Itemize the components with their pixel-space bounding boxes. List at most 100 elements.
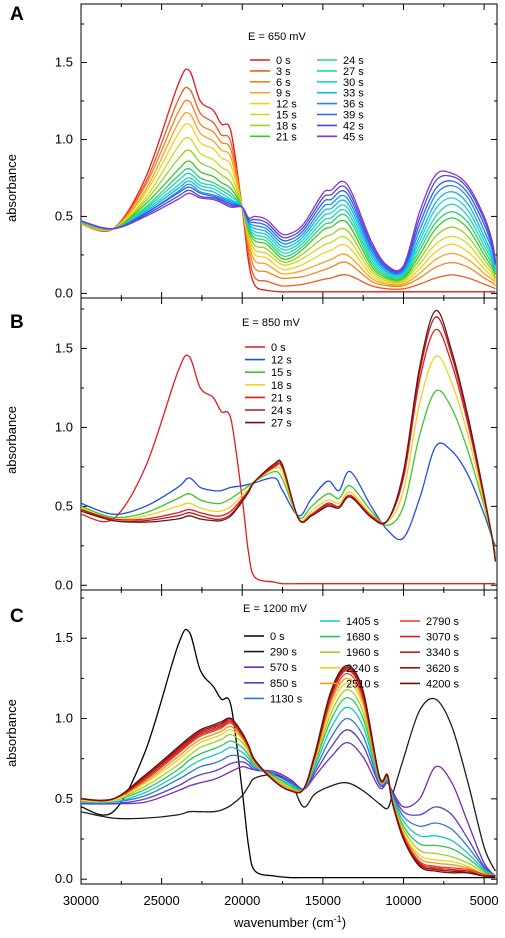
legend-entry: 1130 s bbox=[270, 693, 303, 705]
x-tick-label: 5000 bbox=[470, 893, 499, 908]
legend-entry: 33 s bbox=[343, 88, 364, 100]
legend-entry: 15 s bbox=[276, 110, 297, 122]
series-line-24s bbox=[81, 168, 497, 280]
legend-entry: 42 s bbox=[343, 120, 364, 132]
legend-entry: 9 s bbox=[276, 88, 291, 100]
panel-label: B bbox=[10, 312, 24, 333]
legend-entry: 1960 s bbox=[346, 647, 380, 659]
legend-entry: 2240 s bbox=[346, 663, 380, 675]
legend-entry: 27 s bbox=[343, 66, 364, 78]
legend-entry: 4200 s bbox=[426, 678, 460, 690]
series-line-1130s bbox=[81, 717, 496, 877]
series-line-6s bbox=[81, 99, 496, 288]
legend-entry: 1680 s bbox=[346, 632, 380, 644]
series-line-12s bbox=[81, 442, 497, 547]
series-line-15s bbox=[81, 389, 497, 554]
series-line-3s bbox=[81, 86, 496, 290]
potential-annotation: E = 850 mV bbox=[242, 317, 300, 329]
series-line-12s bbox=[81, 122, 496, 285]
series-line-39s bbox=[81, 180, 497, 274]
legend: 0 s12 s15 s18 s21 s24 s27 s bbox=[245, 342, 292, 430]
legend-entry: 24 s bbox=[271, 405, 292, 417]
y-tick-label: 1.5 bbox=[55, 54, 73, 69]
series-line-27s bbox=[81, 309, 497, 562]
legend-entry: 3070 s bbox=[426, 632, 460, 644]
series-line-570s bbox=[81, 741, 496, 877]
legend-entry: 570 s bbox=[270, 662, 297, 674]
legend: 0 s3 s6 s9 s12 s15 s18 s21 s 24 s27 s30 s… bbox=[250, 55, 364, 143]
series-line-0s bbox=[81, 68, 496, 293]
y-tick-label: 0.5 bbox=[55, 208, 73, 223]
legend-entry: 15 s bbox=[271, 367, 292, 379]
legend-entry: 3340 s bbox=[426, 647, 460, 659]
series-line-0s bbox=[81, 628, 496, 879]
y-tick-label: 1.0 bbox=[55, 131, 73, 146]
potential-annotation: E = 1200 mV bbox=[243, 603, 308, 615]
series-line-27s bbox=[81, 172, 497, 279]
legend-entry: 2790 s bbox=[426, 616, 460, 628]
legend-entry: 850 s bbox=[270, 678, 297, 690]
plot-frame bbox=[80, 3, 498, 299]
series-line-42s bbox=[81, 174, 497, 273]
series-line-15s bbox=[81, 136, 496, 284]
x-tick-label: 30000 bbox=[63, 893, 99, 908]
y-axis-label: absorbance bbox=[4, 406, 19, 474]
legend-entry: 0 s bbox=[271, 342, 286, 354]
panel-b: 0.0 0.5 1.0 1.5 absorbance B E = 850 mV 0 s12 s… bbox=[4, 297, 498, 592]
series-group bbox=[81, 628, 496, 879]
legend-entry: 18 s bbox=[271, 380, 292, 392]
y-tick-label: 1.5 bbox=[55, 341, 73, 356]
panel-label: A bbox=[10, 4, 24, 25]
legend-entry: 36 s bbox=[343, 99, 364, 111]
legend: 0 s 290 s 570 s 850 s 1130 s 1405 s 1680 s 1960… bbox=[244, 616, 460, 705]
legend-entry: 12 s bbox=[276, 99, 297, 111]
panel-label: C bbox=[10, 606, 24, 627]
y-axis-label: absorbance bbox=[4, 154, 19, 222]
series-group bbox=[81, 68, 497, 293]
legend-entry: 39 s bbox=[343, 110, 364, 122]
y-tick-label: 0.5 bbox=[55, 498, 73, 513]
legend-entry: 0 s bbox=[276, 55, 291, 67]
y-tick-label: 0.5 bbox=[55, 791, 73, 806]
y-axis-label: absorbance bbox=[4, 699, 19, 767]
series-line-30s bbox=[81, 177, 497, 278]
legend-entry: 21 s bbox=[271, 392, 292, 404]
legend-entry: 3 s bbox=[276, 66, 291, 78]
x-tick-label: 10000 bbox=[385, 893, 421, 908]
legend-entry: 2510 s bbox=[346, 678, 380, 690]
series-line-290s bbox=[81, 697, 496, 872]
potential-annotation: E = 650 mV bbox=[248, 31, 306, 43]
series-line-1405s bbox=[81, 706, 496, 877]
y-tick-label: 0.0 bbox=[55, 577, 73, 592]
series-line-9s bbox=[81, 111, 496, 286]
plot-frame bbox=[80, 589, 498, 885]
legend-entry: 290 s bbox=[270, 647, 297, 659]
y-tick-label: 0.0 bbox=[55, 871, 73, 886]
legend-entry: 3620 s bbox=[426, 663, 460, 675]
legend-entry: 18 s bbox=[276, 120, 297, 132]
panel-c: 0.0 0.5 1.0 1.5 absorbance C E = 1200 mV 0 s 290… bbox=[4, 589, 498, 886]
y-tick-label: 0.0 bbox=[55, 285, 73, 300]
y-tick-label: 1.0 bbox=[55, 419, 73, 434]
series-line-45s bbox=[81, 170, 497, 272]
legend-entry: 21 s bbox=[276, 131, 297, 143]
y-tick-label: 1.0 bbox=[55, 711, 73, 726]
x-axis-label: wavenumber (cm-1) bbox=[233, 914, 346, 930]
legend-entry: 24 s bbox=[343, 55, 364, 67]
series-line-24s bbox=[81, 316, 497, 562]
legend-entry: 30 s bbox=[343, 77, 364, 89]
series-line-18s bbox=[81, 149, 497, 283]
legend-entry: 12 s bbox=[271, 355, 292, 367]
series-line-36s bbox=[81, 183, 497, 275]
series-group bbox=[81, 309, 497, 585]
legend-entry: 1405 s bbox=[346, 616, 380, 628]
plot-frame bbox=[80, 297, 498, 591]
panel-a: 0.0 0.5 1.0 1.5 absorbance A E = 650 mV 0 s3 s6… bbox=[4, 3, 498, 300]
x-tick-label: 25000 bbox=[144, 893, 180, 908]
x-tick-label: 15000 bbox=[305, 893, 341, 908]
series-line-0s bbox=[81, 354, 496, 585]
series-line-21s bbox=[81, 160, 497, 281]
legend-entry: 6 s bbox=[276, 77, 291, 89]
y-tick-label: 1.5 bbox=[55, 630, 73, 645]
